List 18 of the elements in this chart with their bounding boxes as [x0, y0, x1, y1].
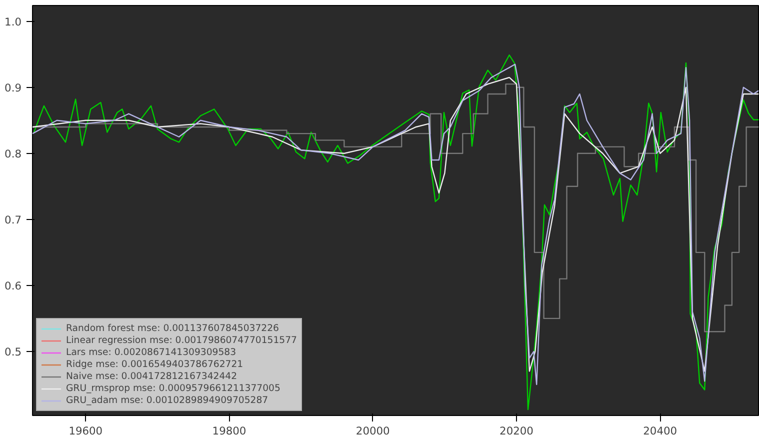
y-tick-label: 0.5 — [4, 345, 22, 358]
legend-label: Ridge mse: 0.0016549403786762721 — [66, 359, 244, 370]
legend-label: GRU_adam mse: 0.0010289894909705287 — [66, 395, 268, 406]
y-tick-label: 1.0 — [4, 15, 22, 28]
legend-label: Lars mse: 0.0020867141309309583 — [66, 347, 236, 358]
legend-label: Linear regression mse: 0.0017986074770151577 — [66, 335, 297, 346]
x-tick-label: 19800 — [212, 424, 246, 437]
y-tick-label: 0.8 — [4, 147, 22, 160]
legend-label: GRU_rmsprop mse: 0.0009579661211377005 — [66, 383, 280, 394]
y-tick-label: 0.7 — [4, 213, 22, 226]
x-tick-label: 20400 — [643, 424, 678, 437]
x-tick-label: 20000 — [356, 424, 390, 437]
x-tick-label: 20200 — [500, 424, 534, 437]
x-tick-label: 19600 — [68, 424, 103, 437]
y-tick-label: 0.6 — [4, 279, 22, 292]
y-tick-label: 0.9 — [4, 81, 22, 94]
legend-label: Random forest mse: 0.001137607845037226 — [66, 323, 279, 334]
legend-label: Naive mse: 0.004172812167342442 — [66, 371, 238, 382]
